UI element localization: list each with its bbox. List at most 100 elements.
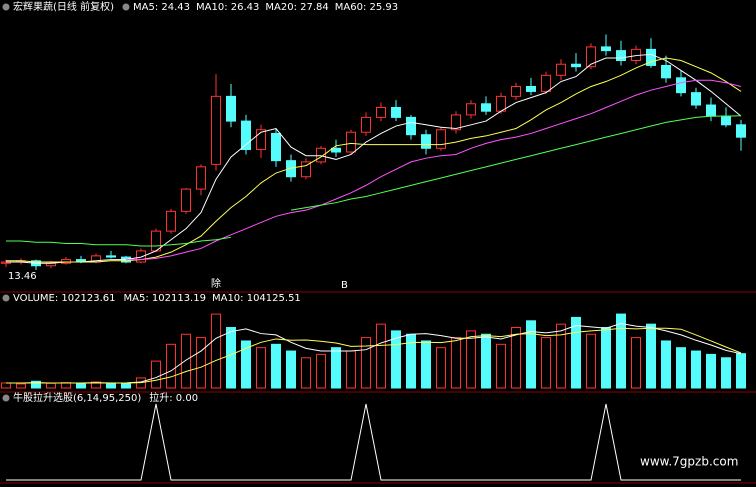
- candle-body: [241, 120, 251, 151]
- volume-bar: [301, 357, 311, 389]
- candle-body: [646, 48, 656, 66]
- candle-body: [331, 147, 341, 153]
- watermark: www.7gpzb.com: [640, 455, 738, 469]
- header-icon: [2, 294, 10, 302]
- volume-bar: [166, 343, 176, 389]
- candle-body: [691, 92, 701, 106]
- volume-bar: [736, 353, 746, 389]
- volume-bar: [691, 350, 701, 389]
- volume-bar: [346, 350, 356, 389]
- candle-body: [676, 77, 686, 94]
- volume-bar: [706, 353, 716, 389]
- volume-bar: [661, 340, 671, 389]
- volume-bar: [16, 383, 26, 389]
- candle-body: [271, 132, 281, 162]
- volume-bar: [496, 343, 506, 389]
- candle-body: [466, 103, 476, 116]
- candle-body: [721, 115, 731, 126]
- candle-body: [436, 129, 446, 149]
- volume-bar: [571, 316, 581, 389]
- volume-bar: [226, 327, 236, 389]
- candle-body: [196, 166, 206, 190]
- candle-body: [61, 259, 71, 264]
- volume-bar: [106, 382, 116, 389]
- candle-body: [451, 114, 461, 131]
- volume-bar: [631, 337, 641, 389]
- indicator-line: [6, 236, 232, 247]
- volume-bar: [331, 347, 341, 389]
- candle-body: [601, 46, 611, 52]
- header-icon: [2, 3, 10, 11]
- candle-body: [586, 46, 596, 68]
- candle-body: [226, 95, 236, 122]
- indicator-line: [6, 57, 742, 263]
- candle-body: [511, 85, 521, 97]
- volume-bar: [121, 382, 131, 389]
- candle-body: [661, 64, 671, 79]
- legend-entry: MA5: 24.43: [133, 2, 190, 13]
- candle-body: [316, 147, 326, 163]
- indicator-line: [290, 115, 742, 211]
- volume-bar: [76, 383, 86, 389]
- legend-entry: MA10: 26.43: [196, 2, 259, 13]
- volume-bar: [316, 353, 326, 389]
- candle-body: [421, 134, 431, 149]
- volume-bar: [376, 323, 386, 389]
- candle-body: [301, 161, 311, 178]
- volume-bar: [646, 323, 656, 389]
- low-label: 13.46: [8, 271, 37, 282]
- candle-body: [376, 106, 386, 118]
- candle-body: [571, 63, 581, 68]
- volume-bar: [241, 340, 251, 389]
- volume-bar: [721, 357, 731, 389]
- volume-bar: [1, 382, 11, 389]
- candle-body: [361, 116, 371, 133]
- volume-bar: [256, 347, 266, 389]
- volume-bar: [616, 313, 626, 389]
- candle-body: [136, 250, 146, 263]
- legend-entry: MA5: 102113.19: [124, 293, 206, 304]
- indicator-line: [126, 79, 742, 261]
- candle-body: [541, 74, 551, 92]
- header-icon: [2, 394, 10, 402]
- volume-bar: [436, 347, 446, 389]
- candle-body: [391, 106, 401, 118]
- annotation: B: [341, 280, 348, 291]
- candle-body: [256, 129, 266, 151]
- candle-body: [616, 50, 626, 62]
- header-icon: [122, 3, 130, 11]
- panel-title: VOLUME: 102123.61: [13, 293, 116, 304]
- volume-bar: [466, 330, 476, 389]
- volume-bar: [451, 337, 461, 389]
- volume-bar: [196, 337, 206, 389]
- candle-body: [406, 116, 416, 136]
- volume-bar: [586, 333, 596, 389]
- volume-bar: [181, 333, 191, 389]
- volume-bar: [211, 313, 221, 389]
- candle-body: [286, 160, 296, 178]
- candle-body: [526, 85, 536, 92]
- indicator-line: [6, 327, 742, 384]
- candle-body: [346, 131, 356, 153]
- volume-bar: [421, 340, 431, 389]
- volume-bar: [541, 337, 551, 389]
- indicator-line: [6, 322, 742, 384]
- volume-bar: [361, 337, 371, 389]
- volume-bar: [556, 323, 566, 389]
- legend-entry: MA10: 104125.51: [212, 293, 301, 304]
- candle-body: [481, 103, 491, 112]
- volume-bar: [511, 327, 521, 389]
- candle-body: [211, 95, 221, 165]
- legend-entry: MA20: 27.84: [265, 2, 328, 13]
- candle-body: [106, 255, 116, 258]
- annotation: 除: [211, 277, 221, 290]
- legend-entry: MA60: 25.93: [335, 2, 398, 13]
- candle-body: [151, 230, 161, 252]
- volume-bar: [151, 360, 161, 389]
- candle-body: [181, 188, 191, 212]
- legend-entry: 拉升: 0.00: [149, 391, 198, 404]
- candle-body: [166, 210, 176, 232]
- candle-body: [736, 124, 746, 138]
- panel-title: 牛股拉升选股(6,14,95,250): [13, 391, 141, 404]
